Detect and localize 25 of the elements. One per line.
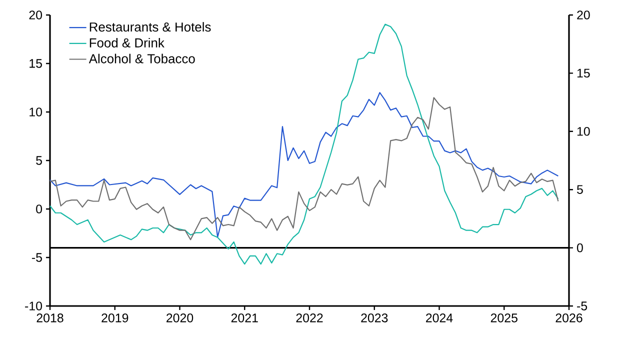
x-tick-label: 2026 (556, 314, 582, 322)
x-tick-label: 2021 (231, 314, 258, 322)
legend-label: Restaurants & Hotels (90, 22, 211, 32)
legend-label: Alcohol & Tobacco (88, 54, 195, 64)
y2-tick-label: 0 (576, 243, 583, 252)
x-tick-label: 2023 (361, 314, 388, 322)
y-tick-label: -5 (32, 253, 42, 262)
y2-tick-label: 15 (577, 68, 590, 78)
y2-tick-label: 5 (577, 185, 583, 194)
y-tick-label: 0 (36, 204, 42, 214)
x-tick-label: 2025 (490, 314, 518, 322)
x-tick-label: 2024 (426, 314, 453, 322)
legend-label: Food & Drink (90, 38, 164, 48)
y-tick-label: 20 (29, 10, 42, 20)
y2-tick-label: 10 (577, 127, 590, 136)
x-tick-label: 2022 (296, 314, 323, 322)
y-tick-label: 15 (30, 59, 42, 68)
y2-tick-label: 20 (577, 10, 590, 20)
y2-tick-label: -5 (577, 302, 588, 310)
y-tick-label: -10 (25, 302, 42, 310)
x-tick-label: 2020 (166, 314, 194, 322)
x-tick-label: 2019 (102, 314, 128, 322)
y-tick-label: 10 (30, 108, 42, 116)
y-tick-label: 5 (36, 156, 42, 165)
x-tick-label: 2018 (36, 314, 64, 322)
